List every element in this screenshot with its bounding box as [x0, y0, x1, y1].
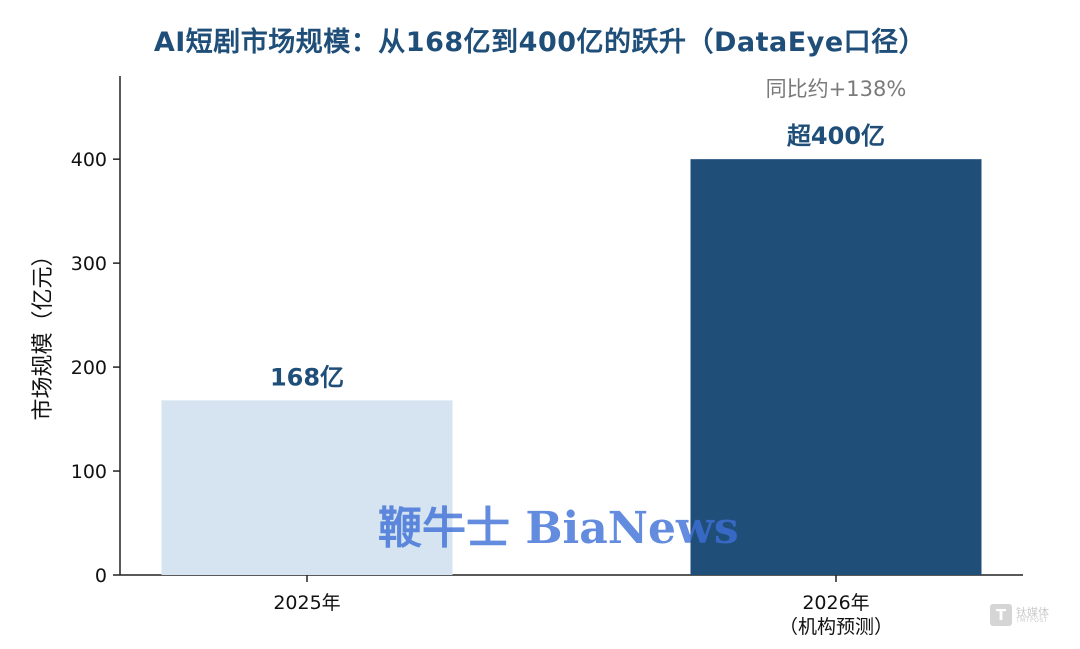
y-tick-label: 0	[95, 565, 107, 587]
bar-1	[161, 400, 453, 575]
x-axis: 2025年 2026年（机构预测）	[120, 574, 1023, 638]
bar-labels: 168亿 超400亿	[270, 122, 885, 391]
corner-logo: T 钛媒体 TMTPOST	[990, 604, 1049, 626]
x-tick-sublabel: （机构预测）	[779, 616, 893, 638]
watermark: 鞭牛士 BiaNews	[378, 503, 739, 554]
growth-annotation: 同比约+138%	[766, 77, 907, 101]
logo-mark-icon: T	[990, 604, 1012, 626]
bars	[161, 159, 982, 575]
logo-subtext: TMTPOST	[1016, 616, 1048, 624]
y-tick-label: 300	[71, 253, 107, 275]
x-tick-label: 2026年	[802, 592, 869, 614]
bar-value-label: 超400亿	[787, 122, 885, 150]
y-axis: 0 100 200 300 400	[71, 76, 121, 587]
y-axis-title: 市场规模（亿元）	[31, 244, 56, 420]
y-tick-label: 100	[71, 461, 107, 483]
bar-2	[690, 159, 982, 575]
y-tick-label: 400	[71, 149, 107, 171]
logo-text: 钛媒体	[1016, 605, 1049, 619]
x-tick-label: 2025年	[273, 592, 340, 614]
chart-title: AI短剧市场规模：从168亿到400亿的跃升（DataEye口径）	[153, 27, 927, 58]
bar-value-label: 168亿	[270, 363, 344, 391]
y-tick-label: 200	[71, 357, 107, 379]
